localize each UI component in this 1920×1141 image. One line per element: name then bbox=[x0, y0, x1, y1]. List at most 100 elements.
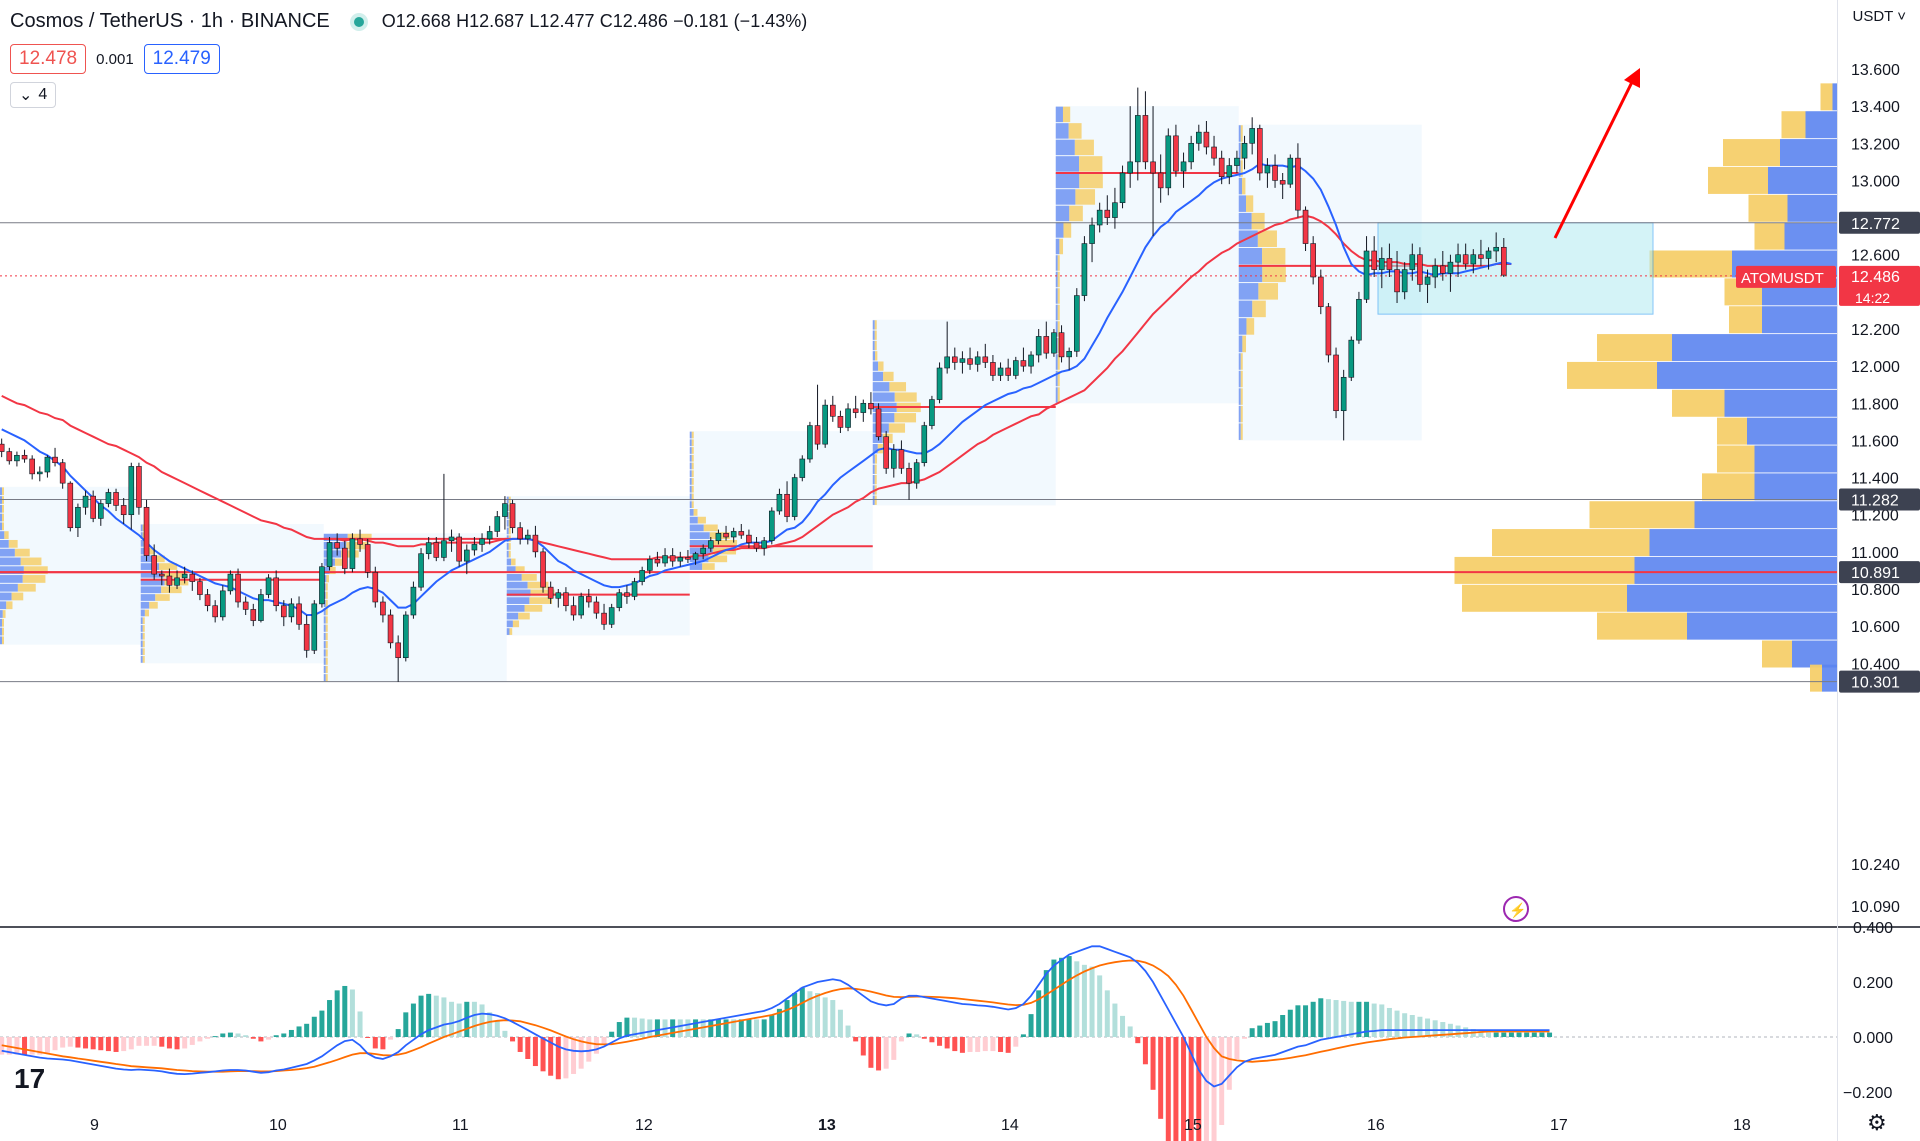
price-tick-label: 13.400 bbox=[1851, 99, 1900, 116]
candle-body bbox=[646, 558, 653, 571]
profile-bar-down bbox=[506, 558, 512, 566]
price-axis-label bbox=[1839, 211, 1920, 234]
profile-bar-up bbox=[883, 371, 894, 382]
candle-body bbox=[1378, 258, 1385, 270]
macd-histogram-bar bbox=[372, 1037, 378, 1049]
macd-histogram-bar bbox=[822, 997, 828, 1037]
macd-histogram-bar bbox=[609, 1031, 615, 1037]
profile-bar-up bbox=[2, 522, 4, 531]
profile-bar-down bbox=[506, 496, 509, 504]
candle-body bbox=[624, 592, 630, 597]
candle-body bbox=[1043, 336, 1050, 354]
vp-bar-down bbox=[1694, 501, 1837, 529]
profile-bar-down bbox=[872, 320, 875, 330]
profile-bar-down bbox=[506, 574, 522, 581]
candle-body bbox=[441, 540, 447, 558]
vp-bar-up bbox=[1723, 139, 1780, 167]
profile-bar-down bbox=[0, 566, 24, 575]
macd-line bbox=[1, 945, 1550, 1088]
candle-body bbox=[723, 532, 729, 538]
time-tick-label: 10 bbox=[269, 1117, 287, 1134]
candle-body bbox=[97, 503, 104, 519]
profile-bar-up bbox=[325, 616, 328, 624]
price-axis-label-text: 12.772 bbox=[1851, 216, 1900, 233]
macd-histogram-bar bbox=[944, 1037, 950, 1049]
profile-bar-down bbox=[689, 501, 692, 509]
candle-body bbox=[425, 542, 432, 555]
macd-histogram-bar bbox=[403, 1012, 409, 1037]
candle-body bbox=[890, 449, 897, 469]
candle-body bbox=[36, 471, 43, 475]
lightning-icon[interactable] bbox=[1503, 896, 1529, 922]
candle-body bbox=[852, 408, 859, 413]
profile-bar-down bbox=[0, 557, 21, 566]
macd-histogram-bar bbox=[647, 1019, 653, 1037]
macd-tick-label: 0.000 bbox=[1853, 1030, 1893, 1047]
macd-histogram-bar bbox=[174, 1037, 180, 1050]
macd-histogram-bar bbox=[502, 1030, 508, 1037]
profile-bar-down bbox=[689, 462, 692, 470]
profile-bar-down bbox=[1238, 388, 1241, 405]
candle-body bbox=[113, 492, 119, 506]
candle-body bbox=[1478, 254, 1484, 259]
vp-bar-up bbox=[1781, 111, 1806, 139]
profile-bar-up bbox=[1240, 125, 1243, 142]
macd-histogram-bar bbox=[982, 1037, 988, 1052]
vp-bar-down bbox=[1805, 111, 1837, 139]
highlight-zone[interactable] bbox=[1377, 222, 1654, 315]
macd-histogram-bar bbox=[1501, 1032, 1507, 1037]
macd-histogram-bar bbox=[342, 985, 348, 1037]
candle-body bbox=[1234, 157, 1240, 166]
macd-histogram-bar bbox=[1508, 1032, 1514, 1037]
candle-body bbox=[738, 531, 745, 536]
macd-histogram-bar bbox=[525, 1037, 531, 1059]
time-tick-label: 11 bbox=[452, 1117, 469, 1134]
profile-bar-up bbox=[527, 581, 549, 589]
candle-body bbox=[494, 516, 501, 532]
macd-histogram-bar bbox=[121, 1037, 127, 1052]
indicators-toggle-button[interactable]: ⌄ 4 bbox=[10, 82, 57, 108]
candle-body bbox=[0, 443, 5, 452]
macd-histogram-bar bbox=[1280, 1015, 1286, 1037]
profile-bar-down bbox=[140, 601, 150, 609]
candle-body bbox=[814, 425, 821, 445]
profile-bar-up bbox=[515, 566, 525, 574]
macd-histogram-bar bbox=[159, 1037, 165, 1047]
profile-bar-down bbox=[1055, 139, 1075, 156]
profile-bar-up bbox=[874, 495, 877, 505]
candle-body bbox=[357, 538, 363, 545]
macd-histogram-bar bbox=[1104, 990, 1110, 1037]
chevron-down-icon: ⌄ bbox=[19, 87, 33, 104]
symbol-title[interactable]: Cosmos / TetherUS · 1h · BINANCE bbox=[10, 10, 330, 32]
trend-arrow[interactable] bbox=[1553, 77, 1636, 239]
macd-histogram-bar bbox=[571, 1037, 577, 1074]
currency-selector[interactable]: USDT ˅ bbox=[1853, 8, 1907, 25]
profile-bar-up bbox=[2, 496, 4, 504]
profile-bar-down bbox=[689, 478, 692, 485]
macd-histogram-bar bbox=[1432, 1020, 1438, 1037]
profile-bar-down bbox=[323, 575, 327, 583]
gear-icon[interactable]: ⚙ bbox=[1867, 1110, 1887, 1135]
profile-bar-down bbox=[1055, 255, 1058, 271]
candle-body bbox=[219, 590, 226, 618]
macd-histogram-bar bbox=[487, 1012, 493, 1037]
macd-histogram-bar bbox=[90, 1037, 96, 1050]
candle-body bbox=[685, 557, 691, 560]
candle-body bbox=[913, 462, 920, 484]
profile-bar-down bbox=[1238, 247, 1263, 265]
macd-histogram-bar bbox=[555, 1037, 561, 1080]
macd-histogram-bar bbox=[1112, 1003, 1118, 1037]
macd-histogram-bar bbox=[624, 1017, 630, 1037]
candle-body bbox=[906, 467, 912, 484]
macd-histogram-bar bbox=[1226, 1037, 1232, 1090]
buy-price-button[interactable]: 12.479 bbox=[143, 44, 220, 74]
candle-body bbox=[349, 538, 356, 569]
sell-price-button[interactable]: 12.478 bbox=[10, 44, 87, 74]
vp-bar-up bbox=[1454, 556, 1635, 584]
profile-bar-up bbox=[142, 640, 145, 648]
candle-body bbox=[1005, 367, 1011, 376]
profile-bar-down bbox=[1055, 106, 1063, 123]
candle-body bbox=[547, 586, 554, 599]
macd-histogram-bar bbox=[784, 1000, 790, 1037]
